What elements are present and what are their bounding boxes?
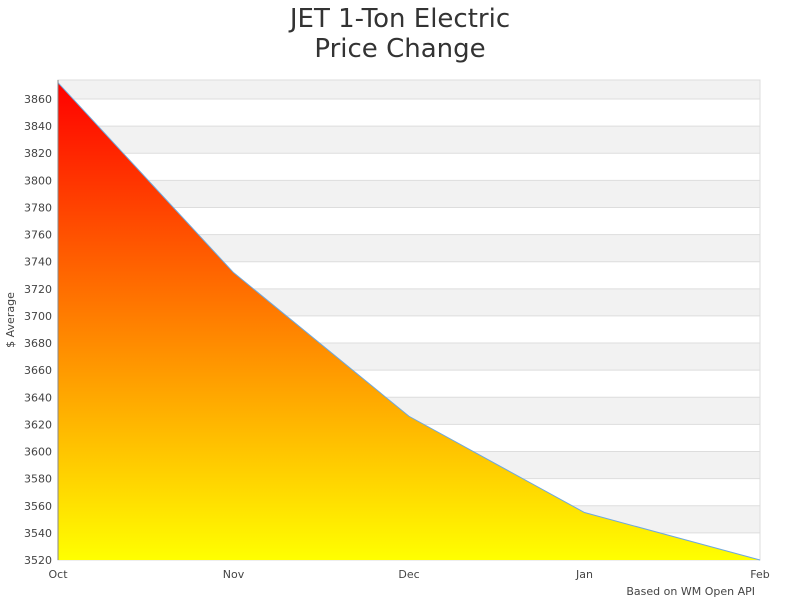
- grid-band: [58, 180, 760, 208]
- y-tick-label: 3820: [24, 147, 52, 160]
- grid-band: [58, 80, 760, 99]
- y-tick-label: 3600: [24, 446, 52, 459]
- y-tick-label: 3860: [24, 93, 52, 106]
- y-tick-label: 3680: [24, 337, 52, 350]
- chart-title-line-1: JET 1-Ton Electric: [288, 4, 510, 34]
- area-fill: [58, 82, 760, 561]
- y-tick-label: 3700: [24, 310, 52, 323]
- y-tick-label: 3520: [24, 554, 52, 567]
- y-axis-label: $ Average: [4, 292, 17, 348]
- x-tick-label: Oct: [48, 568, 68, 581]
- x-tick-label: Feb: [750, 568, 769, 581]
- chart-title-line-2: Price Change: [314, 34, 485, 64]
- grid-band: [58, 126, 760, 154]
- y-tick-label: 3800: [24, 174, 52, 187]
- series-line: [57, 82, 761, 561]
- y-tick-label: 3580: [24, 473, 52, 486]
- y-tick-label: 3660: [24, 364, 52, 377]
- y-tick-label: 3540: [24, 527, 52, 540]
- y-tick-label: 3640: [24, 391, 52, 404]
- y-tick-label: 3620: [24, 418, 52, 431]
- y-tick-label: 3840: [24, 120, 52, 133]
- y-tick-label: 3780: [24, 201, 52, 214]
- y-tick-label: 3740: [24, 256, 52, 269]
- x-tick-label: Dec: [398, 568, 419, 581]
- credit-text: Based on WM Open API: [626, 585, 755, 598]
- y-tick-label: 3760: [24, 229, 52, 242]
- y-tick-label: 3560: [24, 500, 52, 513]
- x-tick-label: Nov: [223, 568, 245, 581]
- x-tick-label: Jan: [575, 568, 593, 581]
- y-tick-label: 3720: [24, 283, 52, 296]
